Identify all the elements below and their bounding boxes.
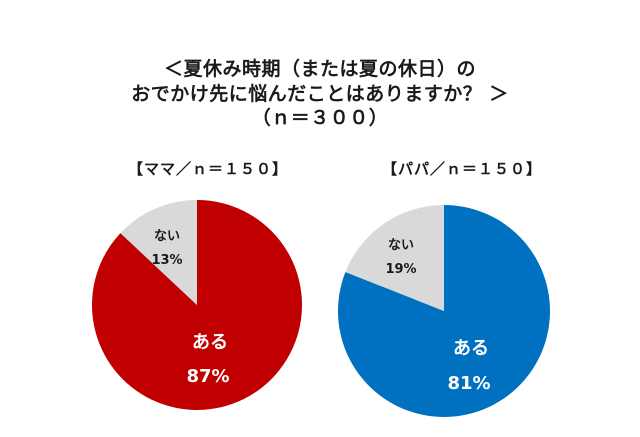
mama-pie-chart: ない 13% ある 87% (91, 200, 302, 410)
papa-yes-value: 81% (447, 373, 490, 394)
papa-pie-chart: ない 19% ある 81% (337, 205, 550, 417)
chart-title-line-1: ＜夏休み時期（または夏の休日）の (163, 58, 476, 80)
papa-slice-yes (337, 205, 550, 417)
mama-slice-yes (91, 200, 302, 410)
mama-slice-no (120, 200, 197, 305)
papa-slice-no (345, 205, 444, 311)
chart-title-line-2: おでかけ先に悩んだことはありますか？ ＞ (131, 83, 509, 105)
chart-title-sample-size: （ｎ＝３００） (251, 107, 389, 129)
papa-yes-label: ある (453, 338, 489, 359)
papa-no-value: 19% (385, 262, 416, 277)
papa-panel-label: 【パパ／ｎ＝１５０】 (382, 160, 543, 178)
mama-panel-label: 【ママ／ｎ＝１５０】 (128, 160, 289, 178)
mama-yes-label: ある (192, 332, 228, 353)
mama-yes-value: 87% (186, 366, 229, 387)
mama-no-value: 13% (151, 253, 182, 268)
papa-no-label: ない (388, 238, 414, 253)
mama-no-label: ない (154, 229, 180, 244)
